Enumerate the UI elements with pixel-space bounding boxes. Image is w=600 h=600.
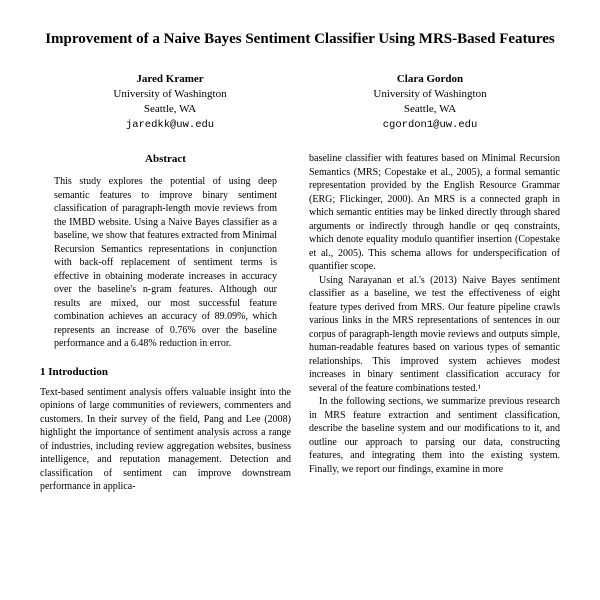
abstract-body: This study explores the potential of usi… — [54, 175, 277, 351]
paper-title: Improvement of a Naive Bayes Sentiment C… — [40, 30, 560, 50]
section-heading-introduction: 1 Introduction — [40, 365, 291, 380]
body-paragraph: In the following sections, we summarize … — [309, 395, 560, 476]
paper-page: Improvement of a Naive Bayes Sentiment C… — [0, 0, 600, 494]
intro-paragraph: Text-based sentiment analysis offers val… — [40, 386, 291, 494]
author-2: Clara Gordon University of Washington Se… — [373, 72, 486, 133]
author-location: Seattle, WA — [373, 102, 486, 117]
author-affiliation: University of Washington — [373, 87, 486, 102]
author-name: Jared Kramer — [113, 72, 226, 87]
author-email: jaredkk@uw.edu — [113, 118, 226, 133]
abstract-heading: Abstract — [40, 152, 291, 167]
body-paragraph: Using Narayanan et al.'s (2013) Naive Ba… — [309, 274, 560, 396]
authors-block: Jared Kramer University of Washington Se… — [40, 72, 560, 133]
author-name: Clara Gordon — [373, 72, 486, 87]
author-email: cgordon1@uw.edu — [373, 118, 486, 133]
two-column-body: Abstract This study explores the potenti… — [40, 152, 560, 493]
author-affiliation: University of Washington — [113, 87, 226, 102]
right-column: baseline classifier with features based … — [309, 152, 560, 493]
left-column: Abstract This study explores the potenti… — [40, 152, 291, 493]
body-paragraph: baseline classifier with features based … — [309, 152, 560, 274]
author-1: Jared Kramer University of Washington Se… — [113, 72, 226, 133]
author-location: Seattle, WA — [113, 102, 226, 117]
